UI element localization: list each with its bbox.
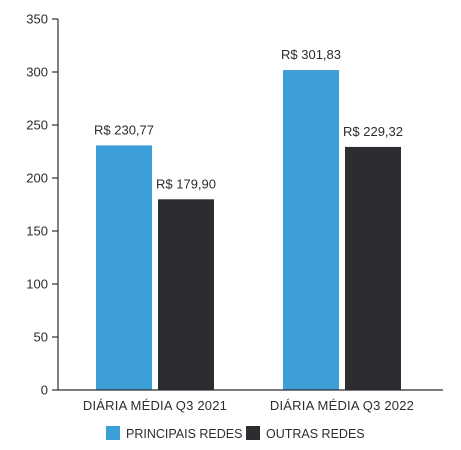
legend-label: PRINCIPAIS REDES <box>126 427 242 441</box>
bar <box>158 199 214 390</box>
data-label: R$ 229,32 <box>343 124 403 139</box>
bar <box>283 70 339 390</box>
y-tick-label: 200 <box>26 171 48 186</box>
y-tick-label: 350 <box>26 12 48 27</box>
bar <box>96 145 152 390</box>
legend-swatch <box>106 426 120 440</box>
y-tick-label: 250 <box>26 118 48 133</box>
bars <box>96 70 401 390</box>
y-tick-label: 150 <box>26 224 48 239</box>
y-tick-label: 50 <box>34 330 48 345</box>
data-label: R$ 179,90 <box>156 176 216 191</box>
y-axis-ticks: 0 50 100 150 200 250 300 350 <box>26 12 58 398</box>
data-label: R$ 301,83 <box>281 47 341 62</box>
legend-label: OUTRAS REDES <box>266 427 365 441</box>
y-tick-label: 100 <box>26 277 48 292</box>
x-category-label: DIÁRIA MÉDIA Q3 2021 <box>83 398 227 413</box>
category-labels: DIÁRIA MÉDIA Q3 2021 DIÁRIA MÉDIA Q3 2022 <box>83 398 414 413</box>
data-labels: R$ 230,77 R$ 179,90 R$ 301,83 R$ 229,32 <box>94 47 403 191</box>
x-category-label: DIÁRIA MÉDIA Q3 2022 <box>270 398 414 413</box>
data-label: R$ 230,77 <box>94 122 154 137</box>
legend: PRINCIPAIS REDES OUTRAS REDES <box>106 426 365 441</box>
legend-swatch <box>246 426 260 440</box>
bar <box>345 146 401 390</box>
y-tick-label: 0 <box>41 383 48 398</box>
y-tick-label: 300 <box>26 65 48 80</box>
